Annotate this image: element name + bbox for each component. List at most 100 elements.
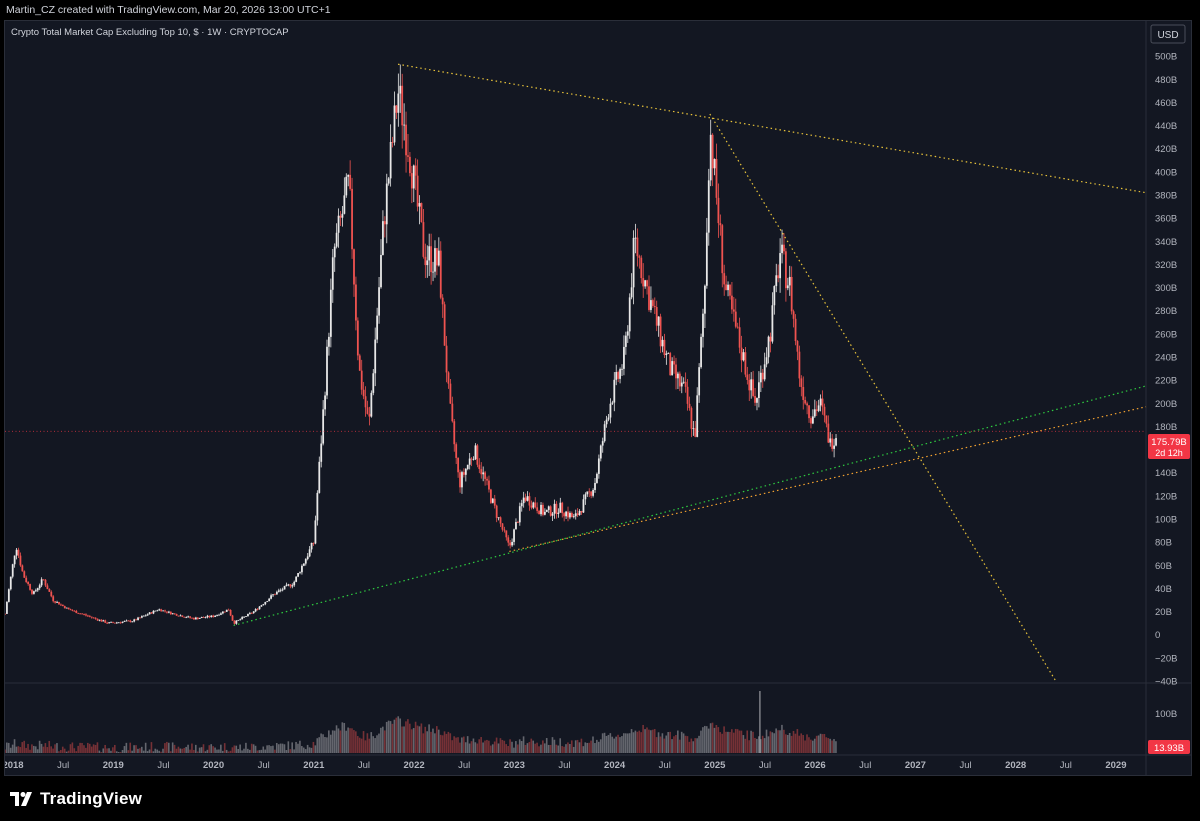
- volume-bar: [202, 744, 205, 753]
- volume-bar: [678, 739, 681, 753]
- volume-bar: [615, 736, 617, 753]
- candle-body: [393, 105, 396, 143]
- candle-body: [480, 469, 483, 475]
- price-tick-label: 460B: [1155, 98, 1177, 109]
- candle-body: [678, 373, 681, 387]
- volume-bar: [204, 751, 207, 753]
- candle-body: [112, 621, 114, 623]
- chart-panel[interactable]: 520B500B480B460B440B420B400B380B360B340B…: [4, 20, 1192, 776]
- volume-bar: [619, 737, 621, 753]
- candle-body: [414, 165, 417, 176]
- candle-body: [146, 614, 149, 616]
- volume-bar: [347, 727, 349, 753]
- volume-bar: [821, 734, 824, 753]
- candle-body: [704, 285, 706, 314]
- candle-body: [210, 615, 213, 618]
- volume-bar: [705, 726, 708, 753]
- time-tick-label: Jul: [57, 760, 69, 771]
- volume-bar: [179, 748, 182, 753]
- candle-body: [536, 507, 539, 511]
- candle-body: [570, 513, 573, 518]
- volume-bar: [835, 741, 837, 753]
- chart-canvas[interactable]: 520B500B480B460B440B420B400B380B360B340B…: [5, 21, 1191, 775]
- volume-bar: [759, 739, 762, 753]
- candle-body: [486, 478, 488, 481]
- candle-body: [160, 609, 163, 612]
- candle-body: [389, 142, 392, 179]
- volume-bar: [6, 742, 8, 753]
- volume-bar: [607, 734, 610, 753]
- volume-bar: [555, 744, 558, 753]
- volume-bar: [9, 747, 12, 753]
- volume-bar: [227, 751, 230, 753]
- volume-bar: [582, 746, 585, 753]
- candle-body: [36, 588, 39, 591]
- volume-bar: [368, 738, 371, 753]
- volume-bar: [391, 723, 394, 753]
- volume-bar: [223, 743, 226, 753]
- volume-bar: [218, 749, 220, 753]
- volume-bar: [337, 728, 340, 753]
- candle-body: [526, 496, 529, 501]
- trendlines[interactable]: [233, 63, 1147, 682]
- candle-body: [218, 614, 220, 616]
- volume-bar: [667, 732, 669, 753]
- chart-title[interactable]: Crypto Total Market Cap Excluding Top 10…: [11, 27, 289, 38]
- candle-body: [731, 295, 733, 310]
- candle-body: [773, 286, 776, 306]
- candle-body: [204, 617, 207, 619]
- time-axis[interactable]: 2018 Jul 2019 Jul 2020 Jul 2021 Jul 2022 Jul 2023 J…: [5, 760, 1126, 771]
- volume-bar: [682, 733, 685, 753]
- volume-bar: [511, 741, 513, 753]
- volume-bar: [200, 747, 203, 753]
- candle-body: [626, 331, 629, 336]
- time-tick-label: 2024: [604, 760, 626, 771]
- candle-body: [468, 458, 471, 465]
- volume-bar: [289, 749, 292, 753]
- currency-selector[interactable]: USD: [1150, 24, 1186, 44]
- volume-bar: [169, 751, 172, 753]
- volume-bar: [329, 734, 332, 753]
- volume-last-label: 13.93B: [1154, 743, 1184, 754]
- candle-body: [634, 237, 637, 239]
- candle-body: [592, 489, 594, 496]
- candle-body: [366, 407, 369, 414]
- volume-bar: [142, 750, 145, 753]
- candle-body: [790, 276, 793, 312]
- candle-body: [609, 403, 612, 418]
- candle-body: [655, 306, 658, 326]
- time-tick-label: Jul: [1060, 760, 1072, 771]
- author-credit: Martin_CZ created with TradingView.com, …: [6, 4, 331, 16]
- candle-body: [804, 399, 807, 404]
- volume-bar: [162, 748, 164, 753]
- volume-bar: [333, 730, 336, 753]
- candle-body: [597, 458, 600, 474]
- candle-body: [256, 609, 259, 610]
- volume-bar: [711, 722, 714, 753]
- candle-body: [283, 585, 286, 590]
- volume-bar: [457, 737, 459, 753]
- volume-bar: [543, 743, 546, 753]
- candle-body: [372, 373, 375, 393]
- candle-body: [169, 611, 172, 615]
- volume-bar: [790, 735, 793, 753]
- candle-body: [445, 345, 448, 373]
- candle-body: [355, 284, 357, 321]
- volume-bar: [297, 743, 299, 753]
- candle-body: [723, 273, 726, 285]
- candle-body: [104, 620, 107, 623]
- candle-body: [461, 472, 463, 488]
- candle-body: [241, 617, 244, 620]
- time-tick-label: 2028: [1005, 760, 1026, 771]
- volume-bar: [684, 735, 687, 753]
- candle-body: [648, 286, 650, 310]
- price-axis[interactable]: 520B500B480B460B440B420B400B380B360B340B…: [1155, 29, 1177, 688]
- candle-body: [815, 409, 818, 411]
- volume-bar: [183, 747, 186, 753]
- volume-bar: [40, 743, 43, 753]
- candle-body: [428, 246, 431, 261]
- volume-bar: [48, 740, 51, 753]
- candle-body: [557, 512, 560, 514]
- trendline-support_green: [233, 385, 1147, 627]
- candle-body: [289, 584, 292, 587]
